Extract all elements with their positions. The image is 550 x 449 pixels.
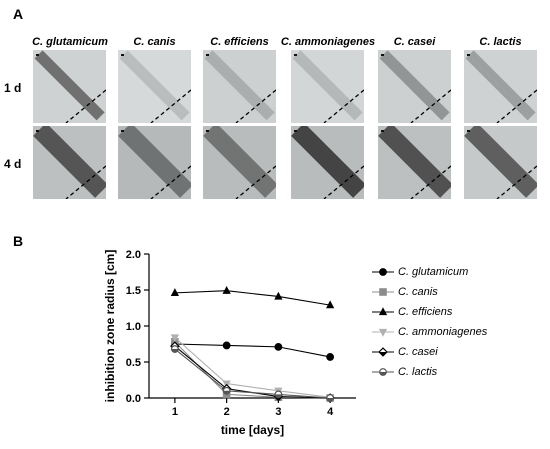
plate-image-1d-1 [33,50,106,123]
y-tick-label: 2.0 [126,249,141,261]
legend-swatch [372,288,394,296]
data-point [170,288,180,297]
panel-a-letter: A [13,6,24,22]
plate-image-4d-5 [378,126,451,199]
plate-image-4d-4 [291,126,364,199]
legend-swatch [372,307,394,316]
x-tick-label: 4 [327,406,334,418]
x-axis-label: time [days] [221,423,284,437]
plate-image-4d-1 [33,126,106,199]
legend-label: C. ammoniagenes [398,326,488,338]
data-point [170,334,180,343]
data-point [222,386,231,395]
species-label-canis: C. canis [133,36,176,48]
legend-label: C. lactis [398,366,438,378]
legend-swatch [372,368,394,376]
species-label-ammoniagenes: C. ammoniagenes [280,36,376,48]
panel-b-letter: B [13,233,24,249]
y-axis-label: inhibition zone radius [cm] [103,250,117,403]
data-point [274,390,283,399]
data-point [326,353,335,361]
plate-image-1d-6 [464,50,537,123]
legend-label: C. casei [398,346,438,358]
plate-image-1d-3 [203,50,276,123]
legend-label: C. glutamicum [398,266,469,278]
data-point [222,286,231,294]
x-tick-label: 2 [224,406,230,418]
plate-image-1d-2 [118,50,191,123]
series-c-canis [171,338,334,402]
data-point [326,394,335,402]
inhibition-zone-chart: 0.0 0.5 1.0 1.5 2.0 1 2 3 4 time [days] inhibition… [103,249,356,437]
data-point [222,341,231,350]
row-label-1d: 1 d [4,81,22,95]
species-label-glutamicum: C. glutamicum [32,36,108,48]
series-line [174,290,331,306]
series-line [174,337,331,398]
species-label-casei: C. casei [393,36,436,48]
y-tick-label: 0.5 [126,357,141,369]
plate-image-1d-4 [291,50,364,123]
series-line [174,345,331,399]
data-point [274,342,283,351]
series-line [174,341,331,399]
legend-swatch [372,268,394,276]
series-c-efficiens [170,286,335,309]
x-tick-label: 3 [275,406,281,418]
series-line [174,343,331,358]
data-point [325,300,335,309]
plate-image-4d-3 [203,126,276,199]
legend-swatch [372,347,394,357]
legend-label: C. efficiens [398,306,453,318]
legend-swatch [372,328,394,337]
data-point [274,291,283,300]
plate-image-4d-2 [118,126,191,199]
series-c-lactis [170,345,335,402]
species-label-lactis: C. lactis [479,36,522,48]
series-line [174,348,331,399]
data-point [170,345,179,353]
row-label-4d: 4 d [4,157,22,171]
y-tick-label: 1.5 [126,285,141,297]
y-tick-label: 1.0 [126,321,141,333]
plate-image-1d-5 [378,50,451,123]
legend-label: C. canis [398,286,438,298]
plate-image-4d-6 [464,126,537,199]
series-c-glutamicum [170,340,335,361]
y-tick-label: 0.0 [126,393,141,405]
species-label-efficiens: C. efficiens [210,36,269,48]
x-tick-label: 1 [172,406,178,418]
